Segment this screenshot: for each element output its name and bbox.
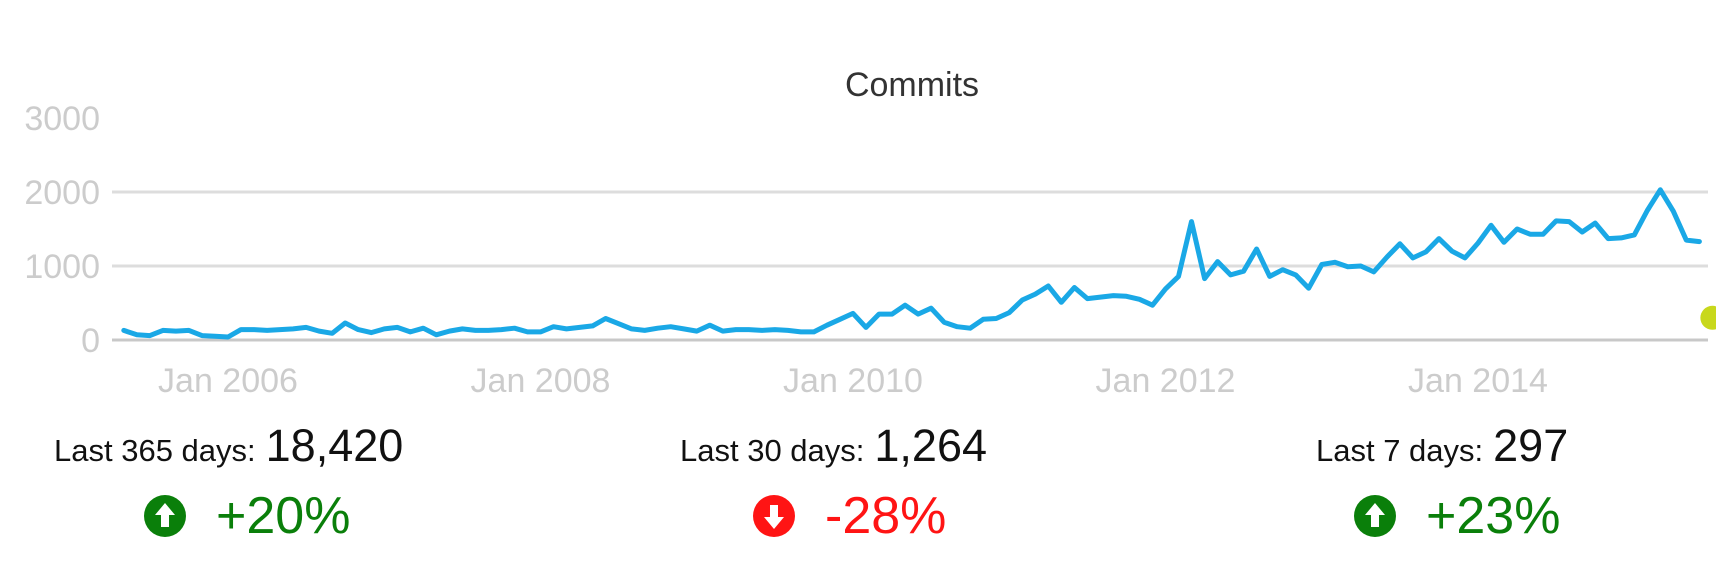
y-tick-label: 3000 [24, 100, 100, 138]
y-tick-label: 2000 [24, 174, 100, 212]
stat-label: Last 7 days: [1316, 433, 1484, 468]
x-axis-ticks: Jan 2006 Jan 2008 Jan 2010 Jan 2012 Jan 2014 [158, 362, 1548, 400]
stat-change: +20% [216, 487, 351, 545]
x-tick-label: Jan 2012 [1096, 362, 1236, 400]
y-tick-label: 1000 [24, 248, 100, 286]
x-tick-label: Jan 2006 [158, 362, 298, 400]
stat-last-30-days: Last 30 days: 1,264 -28% [680, 420, 1180, 560]
y-axis-ticks: 0 1000 2000 3000 [24, 100, 100, 360]
chart-title: Commits [845, 66, 979, 104]
arrow-up-circle-icon [144, 495, 186, 537]
latest-point-marker [1700, 305, 1716, 330]
stat-last-365-days: Last 365 days: 18,420 +20% [54, 420, 554, 560]
stat-label: Last 365 days: [54, 433, 256, 468]
stat-change: -28% [825, 487, 947, 545]
stat-value: 297 [1493, 420, 1569, 471]
stat-value: 1,264 [874, 420, 988, 471]
stat-change: +23% [1426, 487, 1561, 545]
x-tick-label: Jan 2014 [1408, 362, 1548, 400]
arrow-up-circle-icon [1354, 495, 1396, 537]
arrow-down-circle-icon [753, 495, 795, 537]
stat-last-7-days: Last 7 days: 297 +23% [1316, 420, 1716, 560]
stat-label: Last 30 days: [680, 433, 865, 468]
x-tick-label: Jan 2010 [783, 362, 923, 400]
stat-value: 18,420 [265, 420, 404, 471]
y-tick-label: 0 [81, 322, 100, 360]
grid-lines [112, 190, 1708, 342]
series-line-commits [121, 187, 1702, 340]
x-tick-label: Jan 2008 [471, 362, 611, 400]
